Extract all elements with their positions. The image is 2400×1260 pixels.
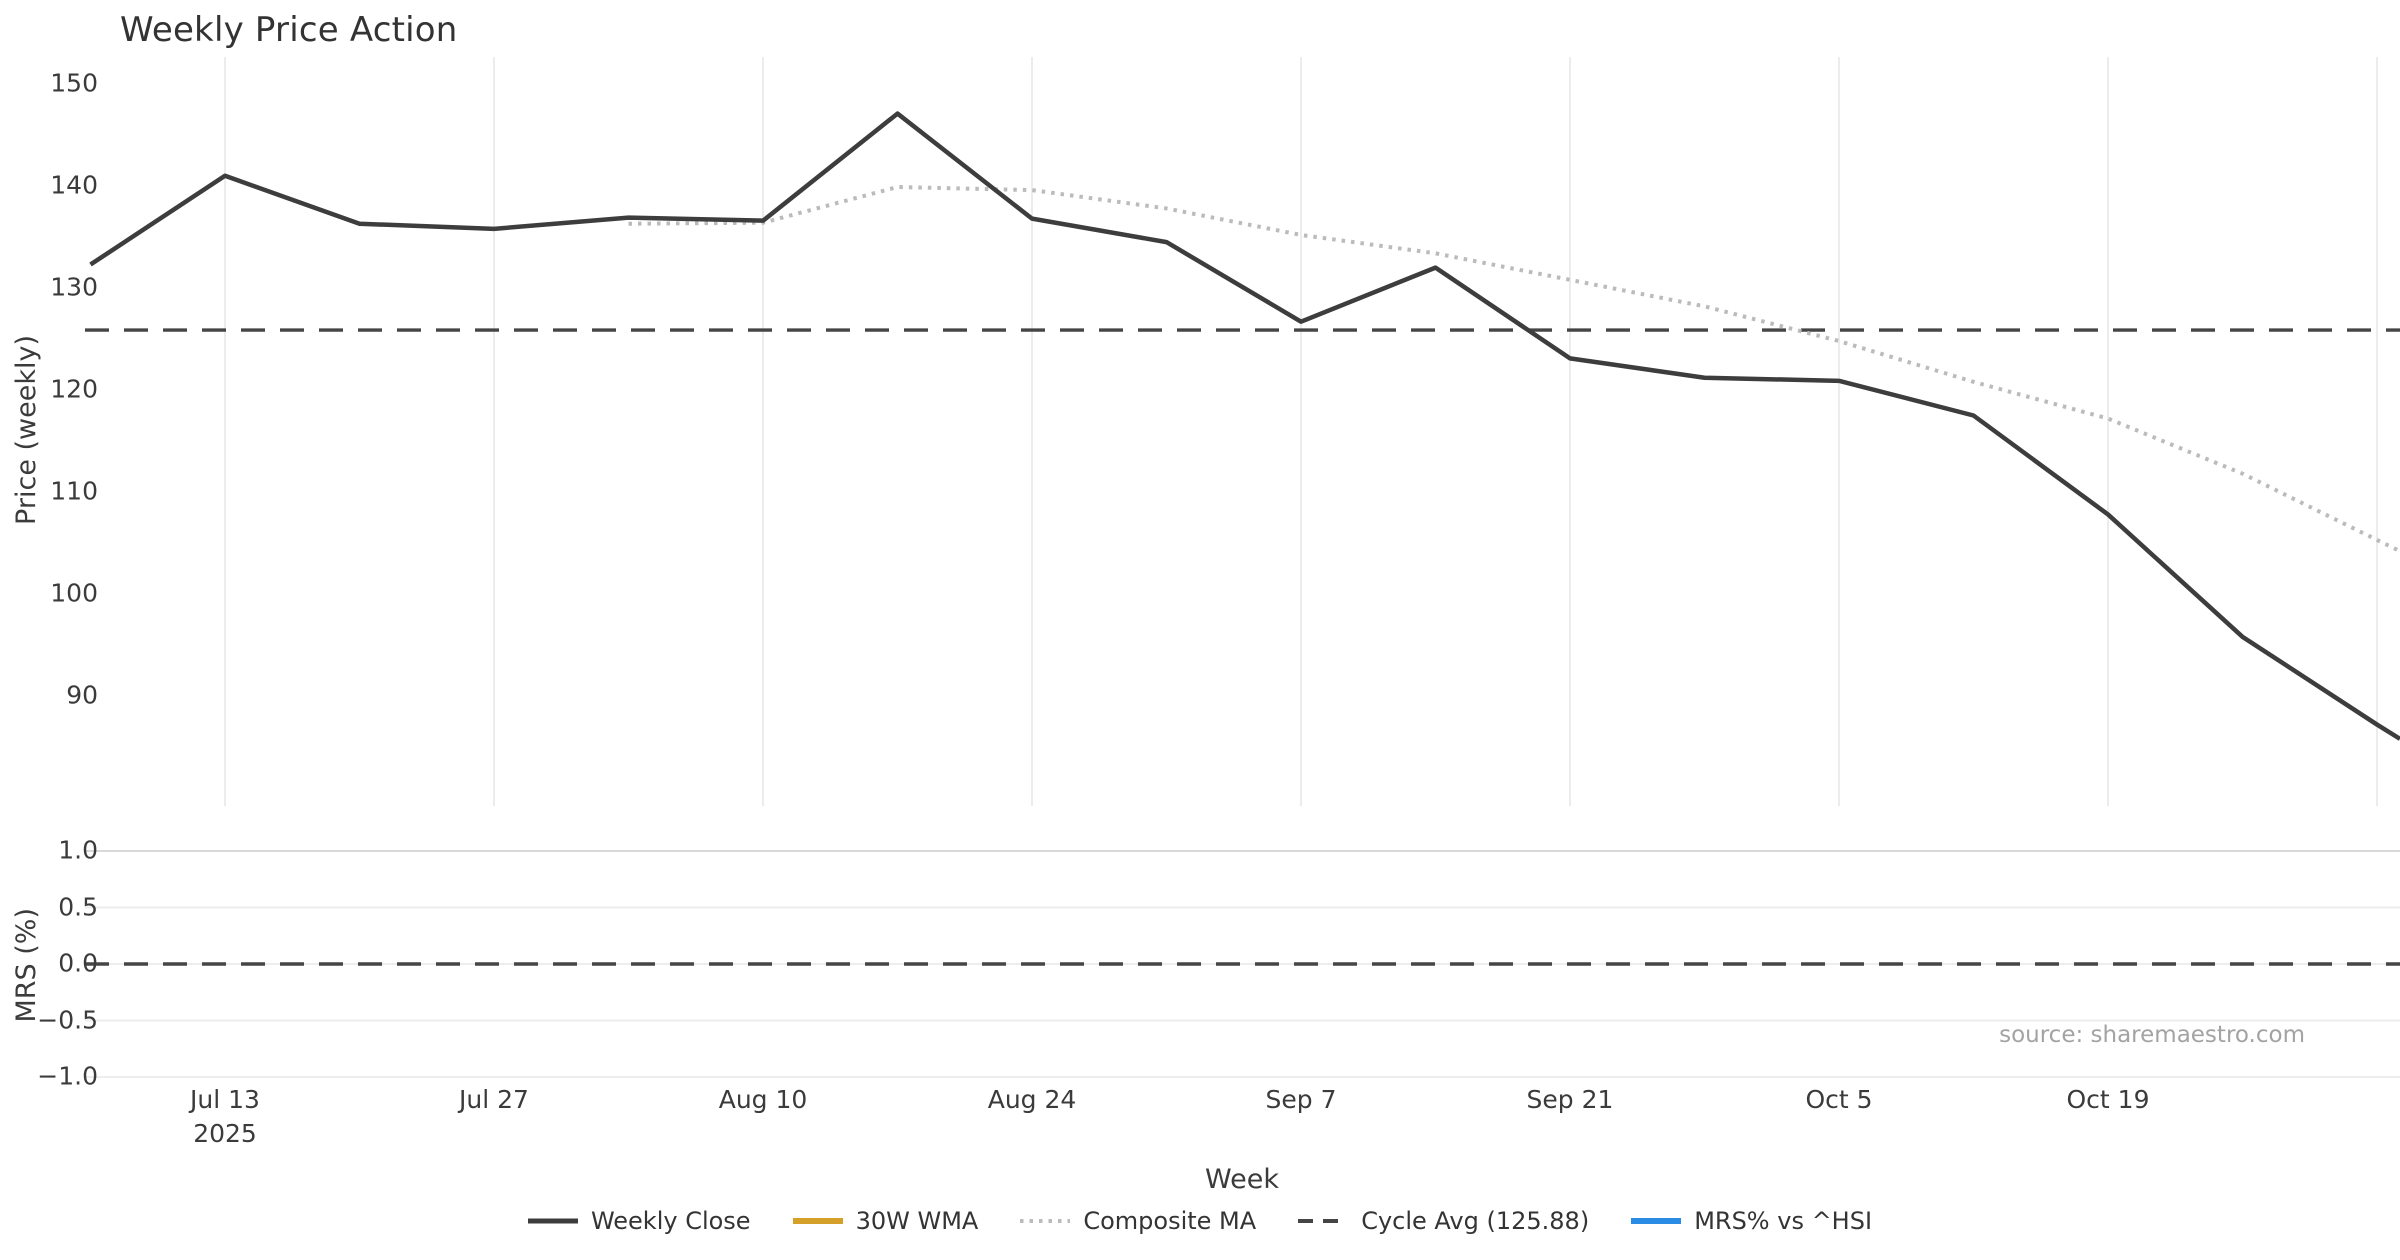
legend-item-weekly-close: Weekly Close (527, 1207, 751, 1235)
legend-label-30w-wma: 30W WMA (855, 1207, 979, 1235)
chart-title: Weekly Price Action (120, 10, 458, 50)
legend-item-composite-ma: Composite MA (1020, 1207, 1256, 1235)
xtick-aug10: Aug 10 (718, 1085, 808, 1114)
legend-label-mrs: MRS% vs ^HSI (1694, 1207, 1873, 1235)
legend-item-cycle-avg: Cycle Avg (125.88) (1298, 1207, 1589, 1235)
price-axis-label: Price (weekly) (10, 335, 42, 525)
xtick-jul27: Jul 27 (459, 1085, 529, 1114)
price-ytick-130: 130 (50, 272, 98, 302)
cycle-avg-line-swatch-icon (1298, 1219, 1349, 1223)
mrs-ytick--1.0: −1.0 (37, 1061, 98, 1091)
wma-line-swatch-icon (792, 1218, 843, 1224)
xtick-jul13: Jul 13 (190, 1085, 260, 1114)
legend-label-weekly-close: Weekly Close (590, 1207, 751, 1235)
price-ytick-90: 90 (66, 680, 98, 710)
legend-label-composite-ma: Composite MA (1083, 1207, 1257, 1235)
xtick-oct5: Oct 5 (1805, 1085, 1873, 1114)
price-ytick-100: 100 (50, 578, 98, 608)
source-note: source: sharemaestro.com (1999, 1022, 2305, 1048)
mrs-ytick--0.5: −0.5 (37, 1005, 98, 1035)
xtick-sep7: Sep 7 (1265, 1085, 1337, 1114)
weekly-close-line-swatch-icon (527, 1218, 578, 1224)
mrs-axis-label: MRS (%) (10, 907, 42, 1023)
price-ytick-150: 150 (50, 68, 98, 98)
legend-item-30w-wma: 30W WMA (792, 1207, 979, 1235)
legend: Weekly Close 30W WMA Composite MA Cycle … (0, 1207, 2400, 1235)
legend-label-cycle-avg: Cycle Avg (125.88) (1361, 1207, 1590, 1235)
xtick-aug24: Aug 24 (987, 1085, 1077, 1114)
mrs-ytick-0.5: 0.5 (58, 892, 98, 922)
mrs-line-swatch-icon (1631, 1218, 1682, 1224)
mrs-ytick-1.0: 1.0 (58, 835, 98, 865)
price-axis-label-wrap: Price (weekly) (4, 55, 48, 805)
composite-ma-line-swatch-icon (1020, 1219, 1071, 1223)
xtick-year: 2025 (193, 1119, 257, 1148)
xtick-sep21: Sep 21 (1526, 1085, 1614, 1114)
price-ytick-110: 110 (50, 476, 98, 506)
price-ytick-120: 120 (50, 374, 98, 404)
legend-item-mrs: MRS% vs ^HSI (1631, 1207, 1872, 1235)
price-ytick-140: 140 (50, 170, 98, 200)
x-axis-label: Week (1205, 1164, 1279, 1195)
mrs-ytick-0.0: 0.0 (58, 948, 98, 978)
mrs-axis-label-wrap: MRS (%) (4, 845, 48, 1085)
xtick-oct19: Oct 19 (2066, 1085, 2150, 1114)
